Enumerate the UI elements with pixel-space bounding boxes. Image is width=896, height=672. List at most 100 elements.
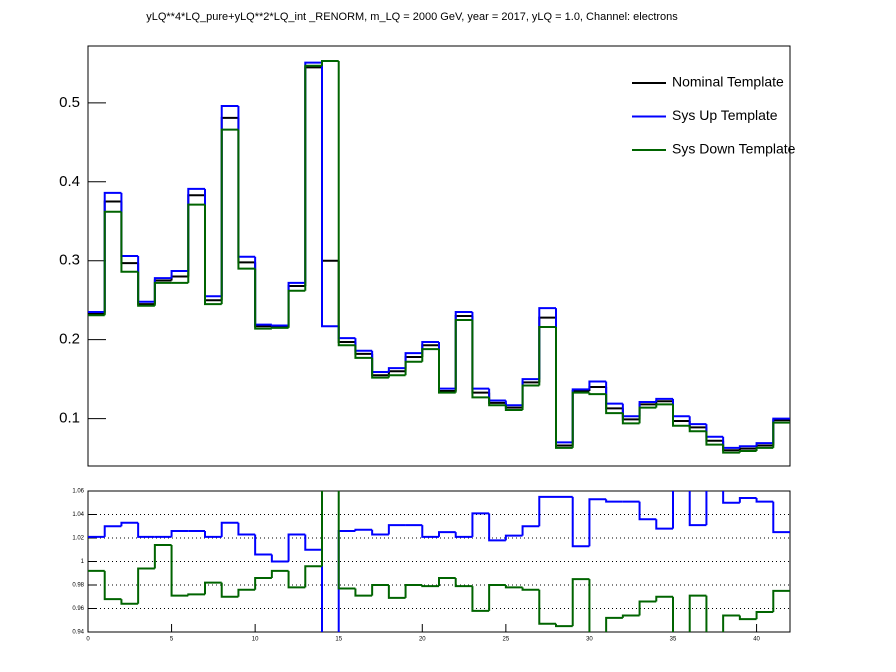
histogram-step	[120, 211, 139, 273]
histogram-step	[454, 577, 473, 588]
histogram-step	[488, 513, 506, 542]
histogram-step	[521, 525, 540, 536]
histogram-step	[220, 582, 239, 598]
x-tick-label: 40	[753, 637, 760, 643]
histogram-step	[137, 567, 155, 604]
legend-label: Nominal Template	[672, 74, 784, 90]
histogram-step	[538, 589, 556, 625]
histogram-step	[504, 534, 523, 541]
y-tick-label: 0.96	[72, 606, 84, 612]
histogram-step	[621, 408, 640, 421]
histogram-step	[521, 384, 540, 410]
histogram-step	[404, 356, 423, 372]
histogram-step	[722, 436, 740, 449]
histogram-step	[571, 578, 590, 627]
histogram-step	[354, 342, 373, 355]
histogram-step	[170, 275, 189, 281]
histogram-step	[488, 388, 506, 402]
histogram-step	[471, 319, 490, 399]
histogram-step	[738, 447, 757, 451]
histogram-step	[321, 491, 323, 567]
histogram-step	[722, 614, 740, 632]
x-tick-label: 20	[419, 637, 426, 643]
histogram-step	[621, 403, 640, 418]
histogram-step	[220, 128, 239, 305]
histogram-step	[304, 61, 322, 283]
histogram-step	[454, 315, 473, 391]
histogram-step	[738, 615, 757, 621]
histogram-step	[555, 317, 573, 447]
histogram-step	[755, 442, 774, 447]
histogram-step	[471, 586, 490, 612]
histogram-step	[421, 348, 439, 362]
histogram-step	[170, 545, 189, 597]
histogram-step	[705, 431, 724, 446]
histogram-step	[304, 66, 322, 286]
histogram-step	[404, 360, 423, 376]
histogram-step	[170, 270, 189, 279]
y-tick-label: 0.5	[59, 94, 80, 111]
histogram-step	[571, 390, 590, 446]
chart-title: yLQ**4*LQ_pure+yLQ**2*LQ_int _RENORM, m_…	[146, 11, 678, 23]
histogram-step	[672, 401, 690, 422]
histogram-step	[605, 394, 623, 415]
histogram-step	[153, 544, 172, 569]
histogram-step	[538, 326, 556, 386]
histogram-step	[672, 404, 690, 427]
histogram-step	[738, 450, 757, 453]
histogram-step	[321, 549, 323, 632]
histogram-step	[153, 281, 172, 306]
histogram-step	[638, 501, 657, 521]
histogram-step	[137, 271, 155, 307]
histogram-step	[638, 406, 657, 424]
histogram-step	[237, 106, 256, 258]
histogram-step	[220, 105, 239, 297]
y-tick-label: 0.2	[59, 331, 80, 348]
histogram-step	[321, 67, 339, 262]
histogram-step	[504, 400, 523, 407]
histogram-step	[504, 585, 523, 589]
histogram-step	[387, 374, 406, 378]
histogram-step	[655, 403, 673, 408]
histogram-step	[605, 381, 623, 405]
histogram-step	[270, 326, 289, 329]
histogram-step	[605, 616, 623, 632]
x-tick-label: 0	[86, 637, 90, 643]
histogram-step	[270, 324, 289, 327]
histogram-step	[688, 594, 707, 632]
histogram-step	[705, 427, 724, 442]
histogram-step	[103, 200, 122, 314]
histogram-step	[755, 446, 774, 451]
histogram-step	[438, 349, 456, 394]
histogram-step	[220, 521, 239, 537]
histogram-step	[772, 501, 790, 534]
y-tick-label: 1	[81, 559, 85, 565]
histogram-step	[387, 367, 406, 373]
histogram-step	[621, 614, 640, 618]
y-tick-label: 0.1	[59, 410, 80, 427]
x-tick-label: 5	[170, 637, 174, 643]
histogram-step	[454, 532, 473, 538]
series-group	[88, 491, 790, 632]
histogram-step	[404, 352, 423, 369]
histogram-step	[521, 587, 540, 591]
histogram-step	[204, 195, 222, 302]
histogram-step	[137, 263, 155, 306]
histogram-step	[421, 525, 439, 538]
histogram-step	[688, 491, 707, 527]
histogram-step	[404, 584, 423, 598]
histogram-step	[204, 530, 222, 538]
histogram-step	[187, 593, 205, 596]
histogram-step	[672, 596, 674, 632]
histogram-step	[471, 316, 490, 394]
legend-label: Sys Down Template	[672, 141, 796, 157]
histogram-step	[621, 413, 640, 425]
histogram-step	[120, 192, 139, 257]
histogram-step	[337, 61, 356, 347]
y-tick-label: 1.06	[72, 489, 84, 495]
legend-label: Sys Up Template	[672, 107, 778, 123]
histogram-step	[655, 519, 673, 530]
histogram-step	[103, 570, 122, 601]
histogram-step	[471, 512, 490, 537]
histogram-step	[103, 525, 122, 537]
